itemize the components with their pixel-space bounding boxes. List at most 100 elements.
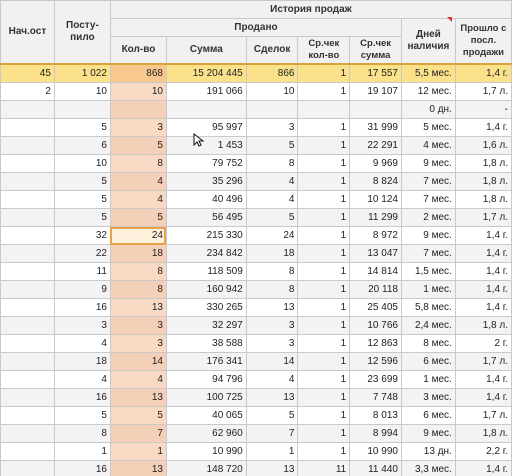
qty-cell[interactable]: 14 bbox=[109, 352, 167, 371]
arrived-cell[interactable]: 4 bbox=[53, 370, 111, 389]
start-balance-cell[interactable] bbox=[0, 352, 55, 371]
deals-cell[interactable]: 866 bbox=[245, 63, 299, 83]
table-row[interactable]: 32 24 215 330 24 1 8 972 9 мес. 1,4 г. bbox=[0, 226, 512, 245]
qty-cell[interactable]: 13 bbox=[109, 388, 167, 407]
sum-cell[interactable]: 35 296 bbox=[165, 172, 247, 191]
qty-cell[interactable]: 7 bbox=[109, 424, 167, 443]
arrived-cell[interactable]: 18 bbox=[53, 352, 111, 371]
deals-cell[interactable]: 5 bbox=[245, 208, 299, 227]
avg-check-sum-cell[interactable]: 14 814 bbox=[349, 262, 402, 281]
table-row[interactable]: 18 14 176 341 14 1 12 596 6 мес. 1,7 л. bbox=[0, 352, 512, 371]
days-available-cell[interactable]: 8 мес. bbox=[400, 334, 456, 353]
header-deals[interactable]: Сделок bbox=[245, 36, 299, 65]
avg-check-qty-cell[interactable]: 1 bbox=[297, 424, 351, 443]
deals-cell[interactable]: 24 bbox=[245, 226, 299, 245]
start-balance-cell[interactable] bbox=[0, 172, 55, 191]
deals-cell[interactable]: 3 bbox=[245, 334, 299, 353]
header-arrived[interactable]: Посту-пило bbox=[53, 0, 111, 65]
deals-cell[interactable]: 3 bbox=[245, 118, 299, 137]
days-available-cell[interactable]: 0 дн. bbox=[400, 100, 456, 119]
start-balance-cell[interactable] bbox=[0, 298, 55, 317]
deals-cell[interactable]: 8 bbox=[245, 154, 299, 173]
avg-check-sum-cell[interactable]: 8 994 bbox=[349, 424, 402, 443]
qty-cell[interactable]: 8 bbox=[109, 154, 167, 173]
qty-cell[interactable]: 1 bbox=[109, 442, 167, 461]
sum-cell[interactable]: 1 453 bbox=[165, 136, 247, 155]
sum-cell[interactable]: 176 341 bbox=[165, 352, 247, 371]
sum-cell[interactable]: 79 752 bbox=[165, 154, 247, 173]
header-sold[interactable]: Продано bbox=[109, 18, 402, 37]
table-row[interactable]: 16 13 148 720 13 11 11 440 3,3 мес. 1,4 г. bbox=[0, 460, 512, 476]
sum-cell[interactable]: 15 204 445 bbox=[165, 63, 247, 83]
avg-check-qty-cell[interactable]: 1 bbox=[297, 154, 351, 173]
avg-check-qty-cell[interactable]: 1 bbox=[297, 208, 351, 227]
avg-check-sum-cell[interactable]: 23 699 bbox=[349, 370, 402, 389]
header-avg-check-sum[interactable]: Ср.чек сумма bbox=[349, 36, 402, 65]
avg-check-sum-cell[interactable]: 31 999 bbox=[349, 118, 402, 137]
since-last-sale-cell[interactable]: 1,7 л. bbox=[454, 406, 512, 425]
qty-cell[interactable]: 3 bbox=[109, 118, 167, 137]
qty-cell[interactable]: 4 bbox=[109, 190, 167, 209]
arrived-cell[interactable]: 1 bbox=[53, 442, 111, 461]
avg-check-qty-cell[interactable]: 1 bbox=[297, 82, 351, 101]
qty-cell[interactable]: 8 bbox=[109, 280, 167, 299]
deals-cell[interactable]: 10 bbox=[245, 82, 299, 101]
start-balance-cell[interactable] bbox=[0, 460, 55, 476]
start-balance-cell[interactable] bbox=[0, 100, 55, 119]
avg-check-qty-cell[interactable]: 11 bbox=[297, 460, 351, 476]
header-sales-history[interactable]: История продаж bbox=[109, 0, 512, 19]
table-row[interactable]: 16 13 100 725 13 1 7 748 3 мес. 1,4 г. bbox=[0, 388, 512, 407]
since-last-sale-cell[interactable]: 1,7 л. bbox=[454, 352, 512, 371]
start-balance-cell[interactable] bbox=[0, 280, 55, 299]
qty-cell[interactable]: 4 bbox=[109, 370, 167, 389]
days-available-cell[interactable]: 3,3 мес. bbox=[400, 460, 456, 476]
avg-check-sum-cell[interactable]: 7 748 bbox=[349, 388, 402, 407]
arrived-cell[interactable]: 3 bbox=[53, 316, 111, 335]
avg-check-qty-cell[interactable] bbox=[297, 100, 351, 119]
start-balance-cell[interactable] bbox=[0, 370, 55, 389]
avg-check-sum-cell[interactable]: 11 299 bbox=[349, 208, 402, 227]
start-balance-cell[interactable] bbox=[0, 154, 55, 173]
sum-cell[interactable]: 191 066 bbox=[165, 82, 247, 101]
since-last-sale-cell[interactable]: 1,7 л. bbox=[454, 82, 512, 101]
qty-cell[interactable]: 3 bbox=[109, 316, 167, 335]
days-available-cell[interactable]: 4 мес. bbox=[400, 136, 456, 155]
start-balance-cell[interactable]: 2 bbox=[0, 82, 55, 101]
start-balance-cell[interactable] bbox=[0, 118, 55, 137]
arrived-cell[interactable]: 5 bbox=[53, 406, 111, 425]
arrived-cell[interactable]: 5 bbox=[53, 172, 111, 191]
qty-cell[interactable]: 13 bbox=[109, 460, 167, 476]
days-available-cell[interactable]: 6 мес. bbox=[400, 406, 456, 425]
since-last-sale-cell[interactable]: 1,4 г. bbox=[454, 262, 512, 281]
since-last-sale-cell[interactable]: 1,8 л. bbox=[454, 190, 512, 209]
since-last-sale-cell[interactable]: 1,7 л. bbox=[454, 208, 512, 227]
days-available-cell[interactable]: 2 мес. bbox=[400, 208, 456, 227]
qty-cell[interactable]: 868 bbox=[109, 63, 167, 83]
start-balance-cell[interactable] bbox=[0, 262, 55, 281]
avg-check-sum-cell[interactable]: 19 107 bbox=[349, 82, 402, 101]
days-available-cell[interactable]: 5,8 мес. bbox=[400, 298, 456, 317]
deals-cell[interactable]: 13 bbox=[245, 298, 299, 317]
sum-cell[interactable]: 38 588 bbox=[165, 334, 247, 353]
arrived-cell[interactable]: 10 bbox=[53, 82, 111, 101]
avg-check-qty-cell[interactable]: 1 bbox=[297, 118, 351, 137]
deals-cell[interactable]: 5 bbox=[245, 406, 299, 425]
avg-check-sum-cell[interactable]: 10 124 bbox=[349, 190, 402, 209]
avg-check-sum-cell[interactable]: 8 013 bbox=[349, 406, 402, 425]
sum-cell[interactable]: 100 725 bbox=[165, 388, 247, 407]
since-last-sale-cell[interactable]: - bbox=[454, 100, 512, 119]
qty-cell[interactable]: 10 bbox=[109, 82, 167, 101]
days-available-cell[interactable]: 1,5 мес. bbox=[400, 262, 456, 281]
deals-cell[interactable]: 13 bbox=[245, 388, 299, 407]
start-balance-cell[interactable] bbox=[0, 406, 55, 425]
avg-check-sum-cell[interactable]: 10 990 bbox=[349, 442, 402, 461]
since-last-sale-cell[interactable]: 1,4 г. bbox=[454, 460, 512, 476]
sum-cell[interactable]: 95 997 bbox=[165, 118, 247, 137]
avg-check-sum-cell[interactable]: 20 118 bbox=[349, 280, 402, 299]
deals-cell[interactable]: 4 bbox=[245, 172, 299, 191]
days-available-cell[interactable]: 6 мес. bbox=[400, 352, 456, 371]
sum-cell[interactable]: 62 960 bbox=[165, 424, 247, 443]
table-row[interactable]: 5 5 40 065 5 1 8 013 6 мес. 1,7 л. bbox=[0, 406, 512, 425]
avg-check-qty-cell[interactable]: 1 bbox=[297, 352, 351, 371]
